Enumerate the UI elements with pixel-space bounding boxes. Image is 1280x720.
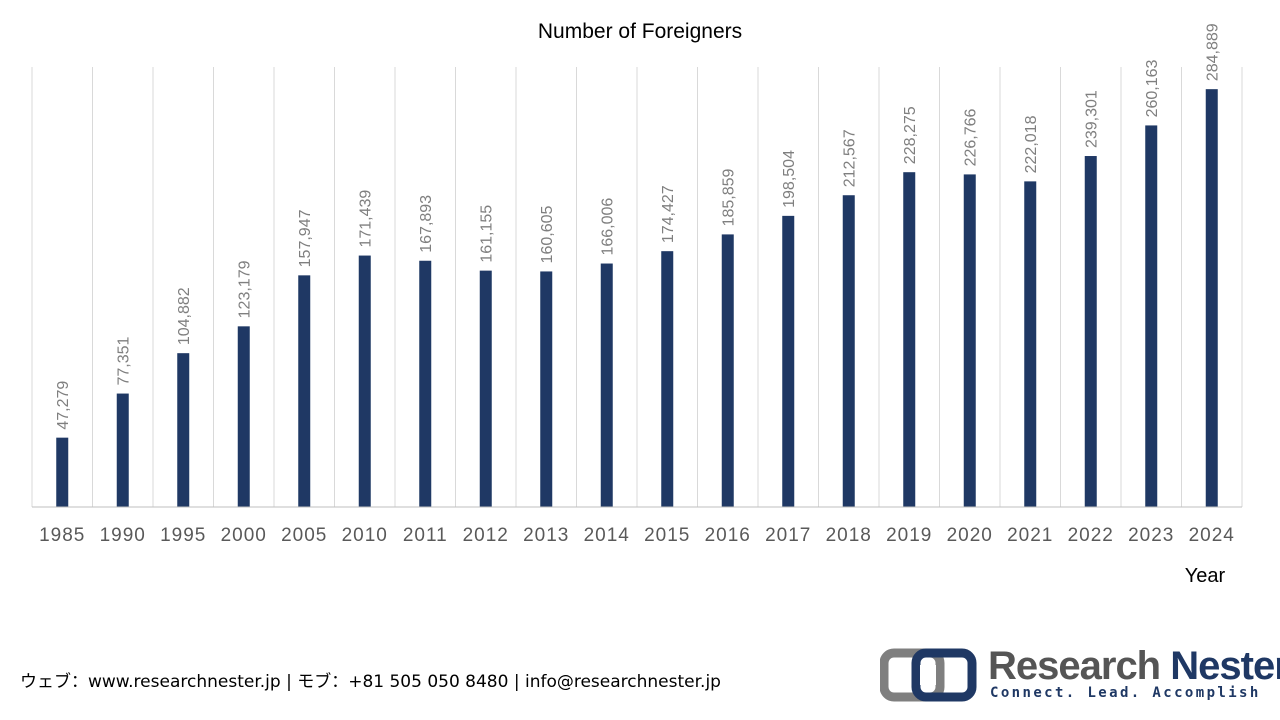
bar-2020 [963, 174, 976, 508]
x-tick-label-2010: 2010 [342, 525, 388, 546]
data-label-2019: 228,275 [902, 106, 919, 164]
data-label-2000: 123,179 [237, 260, 254, 318]
bar-1995 [177, 353, 190, 507]
data-label-2024: 284,889 [1205, 23, 1222, 81]
data-label-2017: 198,504 [781, 150, 798, 208]
logo-name-research: Research [988, 644, 1161, 688]
x-tick-label-2018: 2018 [826, 525, 872, 546]
footer-contact: ウェブ：www.researchnester.jp | モブ：+81 505 0… [20, 672, 721, 692]
bar-2022 [1084, 156, 1097, 507]
data-label-2020: 226,766 [963, 108, 980, 166]
bar-2024 [1205, 89, 1218, 507]
bar-2018 [842, 195, 855, 508]
x-tick-label-2019: 2019 [886, 525, 932, 546]
data-label-1995: 104,882 [176, 287, 193, 345]
x-tick-label-2015: 2015 [644, 525, 690, 546]
x-axis-title: Year [1184, 565, 1226, 587]
x-tick-label-2017: 2017 [765, 525, 811, 546]
data-label-2018: 212,567 [842, 129, 859, 187]
x-tick-label-1985: 1985 [39, 525, 85, 546]
bar-2015 [661, 251, 674, 507]
x-tick-label-2016: 2016 [705, 525, 751, 546]
x-tick-label-2024: 2024 [1189, 525, 1235, 546]
bar-2021 [1024, 181, 1037, 507]
bar-2000 [237, 326, 250, 507]
x-tick-label-2021: 2021 [1007, 525, 1053, 546]
data-label-1990: 77,351 [116, 337, 133, 386]
logo-mark-icon [880, 648, 977, 702]
data-label-2016: 185,859 [721, 168, 738, 226]
data-label-2012: 161,155 [479, 205, 496, 263]
data-label-2011: 167,893 [418, 195, 435, 253]
x-tick-label-2022: 2022 [1068, 525, 1114, 546]
bar-2023 [1145, 125, 1158, 507]
x-tick-label-2000: 2000 [221, 525, 267, 546]
chart-title: Number of Foreigners [537, 20, 743, 43]
data-label-2022: 239,301 [1084, 90, 1101, 148]
data-label-2010: 171,439 [358, 190, 375, 248]
x-tick-labels: 1985 1990 1995 2000 2005 2010 2011 2012 2013 2014… [39, 525, 1235, 546]
research-nester-logo: Research Nester Connect. Lead. Accomplis… [880, 645, 1280, 705]
x-tick-label-2013: 2013 [523, 525, 569, 546]
logo-tagline: Connect. Lead. Accomplish [990, 685, 1261, 701]
data-label-2013: 160,605 [539, 206, 556, 264]
logo-wordmark: Research Nester [988, 645, 1280, 687]
bar-2014 [600, 263, 613, 507]
data-label-2023: 260,163 [1144, 59, 1161, 117]
bar-2012 [479, 270, 492, 507]
x-tick-label-2005: 2005 [281, 525, 327, 546]
bar-2010 [358, 255, 371, 507]
data-label-2015: 174,427 [660, 185, 677, 243]
logo-name-nester: Nester [1170, 644, 1280, 688]
x-tick-label-1995: 1995 [160, 525, 206, 546]
x-tick-label-2020: 2020 [947, 525, 993, 546]
x-tick-label-1990: 1990 [100, 525, 146, 546]
bar-2017 [782, 215, 795, 508]
x-tick-label-2023: 2023 [1128, 525, 1174, 546]
x-tick-label-2014: 2014 [584, 525, 630, 546]
bar-2013 [540, 271, 553, 507]
bar-2019 [903, 172, 916, 508]
data-label-1985: 47,279 [55, 381, 72, 430]
x-tick-label-2011: 2011 [403, 525, 448, 546]
data-label-2005: 157,947 [297, 209, 314, 267]
bar-2016 [721, 234, 734, 507]
gridlines [31, 67, 1243, 507]
bar-2011 [419, 260, 432, 507]
bar-1985 [56, 437, 69, 507]
bars [56, 89, 1218, 508]
bar-2005 [298, 275, 311, 507]
data-label-2014: 166,006 [600, 198, 617, 256]
x-tick-label-2012: 2012 [463, 525, 509, 546]
data-label-2021: 222,018 [1023, 115, 1040, 173]
bar-1990 [116, 393, 129, 507]
data-labels: 47,279 77,351 104,882 123,179 157,947 171,439… [55, 23, 1222, 429]
